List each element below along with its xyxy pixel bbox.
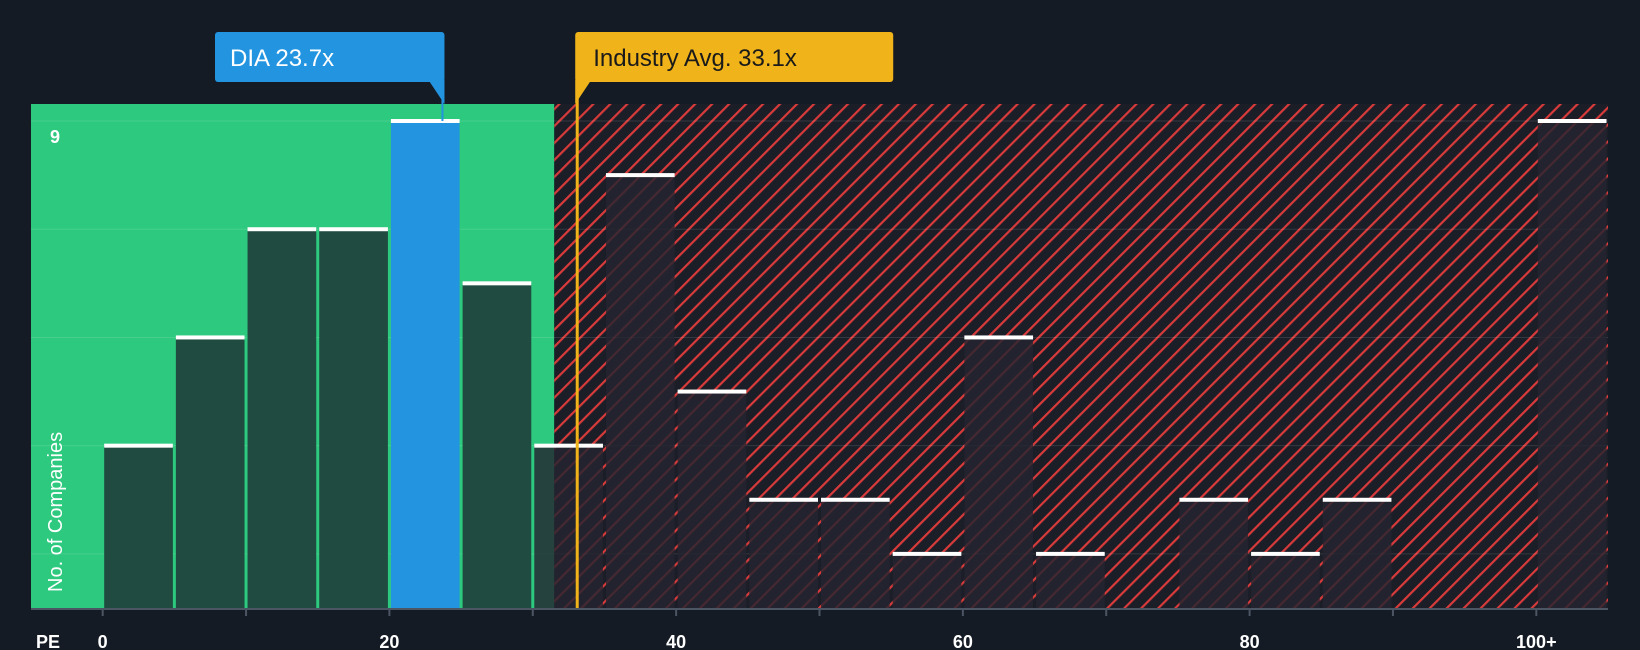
histogram-bar-cap: [247, 227, 317, 232]
x-axis-title: PE: [36, 632, 60, 650]
company-pe-pointer: [428, 80, 445, 104]
histogram-bar-cap: [1322, 497, 1392, 502]
histogram-bar: [390, 121, 460, 608]
x-tick-label: 100+: [1516, 632, 1557, 650]
histogram-bar: [964, 337, 1034, 608]
histogram-bar-cap: [964, 335, 1034, 340]
industry-average-callout: [575, 32, 894, 82]
y-tick-label: 9: [50, 127, 60, 147]
histogram-bar: [821, 499, 890, 608]
histogram-bar: [1036, 553, 1105, 608]
histogram-bar: [462, 283, 532, 608]
histogram-bar: [534, 445, 603, 608]
histogram-bar-cap: [390, 119, 460, 123]
company-pe-callout: [215, 32, 445, 82]
x-tick-label: 0: [98, 632, 108, 650]
histogram-bar-cap: [175, 335, 245, 340]
histogram-bar: [175, 337, 245, 608]
histogram-bar-cap: [1251, 551, 1320, 556]
histogram-bar-cap: [677, 389, 747, 394]
histogram-bar: [1537, 121, 1607, 608]
y-axis-title: No. of Companies: [45, 432, 67, 592]
histogram-bar: [892, 553, 962, 608]
histogram-bar-cap: [104, 443, 173, 448]
histogram-bar: [1251, 553, 1320, 608]
x-tick-label: 20: [379, 632, 399, 650]
histogram-bar: [749, 499, 818, 608]
histogram-bar-cap: [1537, 119, 1607, 123]
histogram-bar: [104, 445, 173, 608]
histogram-bar: [247, 229, 317, 608]
histogram-bar-cap: [821, 497, 890, 502]
histogram-bar-cap: [1036, 551, 1105, 556]
histogram-bar: [1322, 499, 1392, 608]
histogram-bar-cap: [534, 443, 603, 448]
industry-average-label: Industry Avg. 33.1x: [593, 45, 797, 72]
industry-average-pointer: [575, 80, 592, 104]
histogram-bar-cap: [462, 281, 532, 286]
histogram-bar-cap: [749, 497, 818, 502]
y-axis-ticks: 9: [50, 127, 60, 147]
histogram-bar-cap: [319, 227, 388, 232]
histogram-bar-cap: [605, 173, 675, 178]
histogram-bar-cap: [892, 551, 962, 556]
x-tick-label: 40: [666, 632, 686, 650]
x-tick-label: 80: [1240, 632, 1260, 650]
company-marker: DIA 23.7x: [215, 32, 445, 121]
industry-average-marker: Industry Avg. 33.1x: [575, 32, 894, 608]
x-tick-label: 60: [953, 632, 973, 650]
company-pe-label: DIA 23.7x: [230, 45, 334, 72]
histogram-bar: [1179, 499, 1249, 608]
histogram-bar-cap: [1179, 497, 1249, 502]
histogram-bars: [104, 119, 1607, 608]
x-axis-ticks: 0 20 40 60 80 100+: [98, 608, 1557, 650]
histogram-bar: [605, 175, 675, 608]
histogram-bar: [319, 229, 388, 608]
histogram-bar: [677, 391, 747, 608]
